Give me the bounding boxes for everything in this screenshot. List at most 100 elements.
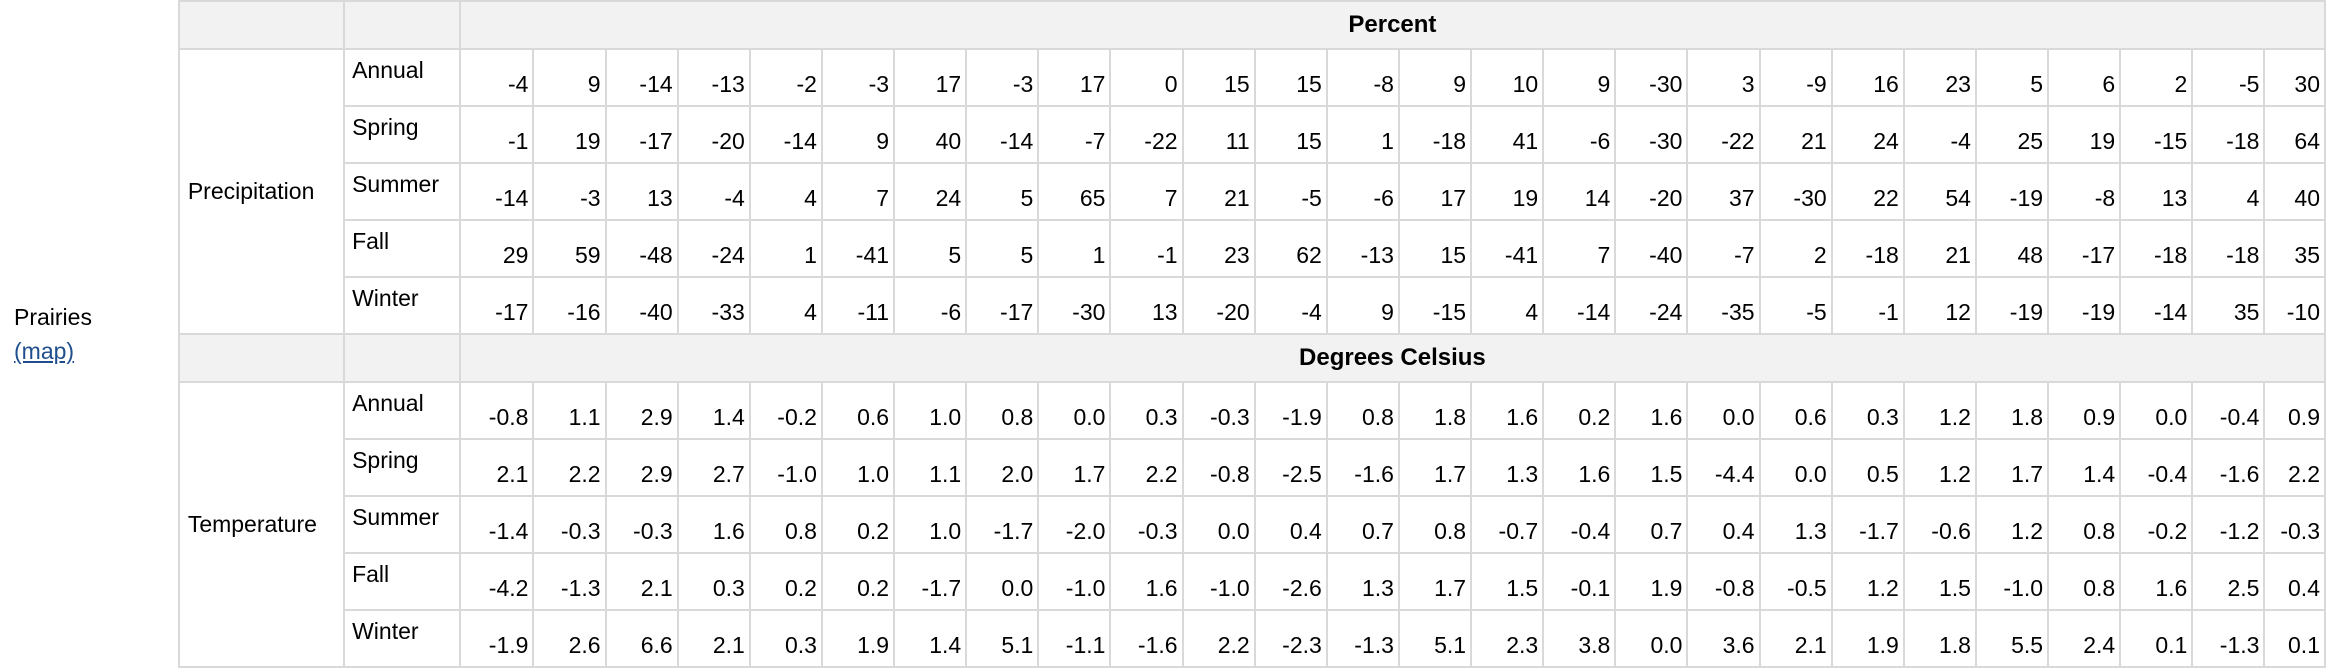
value-cell: 13 [1109,276,1184,335]
value-cell: 1.3 [1470,438,1545,497]
region-cell: Prairies (map) [0,1,180,667]
table-row: Summer -1.4 -0.3 -0.3 1.6 0.8 0.2 1.0 -1.7 -2.0 -0… [0,495,2326,554]
season-label: Annual [343,381,461,440]
value-cell: 4 [2191,162,2266,221]
season-label: Winter [343,609,461,668]
value-cell: -2 [748,48,823,107]
value-cell: 1.6 [2119,552,2194,611]
value-cell: -0.7 [1470,495,1545,554]
value-cell: 1.4 [2047,438,2122,497]
value-cell: 2.5 [2191,552,2266,611]
value-cell: 2.2 [532,438,607,497]
value-cell: -3 [532,162,607,221]
value-cell: -30 [1614,48,1689,107]
value-cell: 0 [1109,48,1184,107]
value-cell: 1.6 [1542,438,1617,497]
value-cell: 15 [1253,48,1328,107]
value-cell: 0.1 [2263,609,2326,668]
value-cell: 7 [1542,219,1617,278]
value-cell: -33 [676,276,751,335]
value-cell: -4 [458,48,535,107]
value-cell: 9 [1542,48,1617,107]
value-cell: -1.0 [1974,552,2050,611]
value-cell: -41 [1470,219,1545,278]
value-cell: 0.0 [965,552,1040,611]
value-cell: -1.3 [532,552,607,611]
value-cell: 7 [1109,162,1184,221]
value-cell: 0.0 [2119,381,2194,440]
value-cell: -1.7 [1830,495,1905,554]
value-cell: -0.4 [1542,495,1617,554]
value-cell: 1.9 [1614,552,1689,611]
value-cell: -17 [965,276,1040,335]
value-cell: -7 [1686,219,1761,278]
value-cell: 5 [893,219,968,278]
value-cell: 1.6 [1614,381,1689,440]
value-cell: 4 [748,162,823,221]
table-row: Fall -4.2 -1.3 2.1 0.3 0.2 0.2 -1.7 0.0 -1.0 1.6 -1… [0,552,2326,611]
value-cell: 1.8 [1902,609,1977,668]
value-cell: -19 [2047,276,2122,335]
value-cell: 0.3 [1830,381,1905,440]
value-cell: -2.5 [1253,438,1328,497]
value-cell: -15 [2119,105,2194,164]
value-cell: -2.0 [1037,495,1112,554]
value-cell: 0.5 [1830,438,1905,497]
value-cell: 1.5 [1470,552,1545,611]
value-cell: 1.6 [676,495,751,554]
unit-header-row: Degrees Celsius [0,333,2326,383]
value-cell: 1.7 [1037,438,1112,497]
value-cell: -41 [820,219,896,278]
value-cell: 1.3 [1758,495,1833,554]
value-cell: -24 [1614,276,1689,335]
value-cell: -2.3 [1253,609,1328,668]
value-cell: 0.8 [748,495,823,554]
value-cell: -1.7 [893,552,968,611]
value-cell: 21 [1181,162,1256,221]
value-cell: -1 [1830,276,1905,335]
value-cell: 2.9 [604,381,679,440]
value-cell: 5.1 [965,609,1040,668]
value-cell: 2.6 [532,609,607,668]
value-cell: -30 [1614,105,1689,164]
value-cell: -10 [2263,276,2326,335]
value-cell: 1.8 [1974,381,2050,440]
value-cell: 5 [965,219,1040,278]
value-cell: 41 [1470,105,1545,164]
value-cell: -1.6 [1325,438,1400,497]
value-cell: -22 [1109,105,1184,164]
value-cell: 0.0 [1037,381,1112,440]
value-cell: 2.1 [604,552,679,611]
value-cell: -8 [1325,48,1400,107]
value-cell: -0.8 [1686,552,1761,611]
season-label: Winter [343,276,461,335]
value-cell: 37 [1686,162,1761,221]
map-link[interactable]: (map) [14,338,75,364]
value-cell: -0.6 [1902,495,1977,554]
value-cell: -1.0 [1037,552,1112,611]
value-cell: -6 [1325,162,1400,221]
value-cell: -20 [676,105,751,164]
season-label: Spring [343,438,461,497]
value-cell: 1.4 [893,609,968,668]
table-row: Spring -1 19 -17 -20 -14 9 40 -14 -7 -22 11 15 1 -18 41… [0,105,2326,164]
value-cell: -0.3 [532,495,607,554]
value-cell: 0.7 [1614,495,1689,554]
value-cell: 1.6 [1109,552,1184,611]
value-cell: -18 [2119,219,2194,278]
value-cell: -9 [1758,48,1833,107]
value-cell: -40 [604,276,679,335]
value-cell: 0.4 [2263,552,2326,611]
value-cell: -5 [1253,162,1328,221]
table-row: Fall 29 59 -48 -24 1 -41 5 5 1 -1 23 62 -13 15 -41 7 -40-… [0,219,2326,278]
value-cell: 0.8 [965,381,1040,440]
value-cell: -4 [676,162,751,221]
value-cell: 22 [1830,162,1905,221]
value-cell: 65 [1037,162,1112,221]
value-cell: 0.9 [2047,381,2122,440]
value-cell: -3 [820,48,896,107]
value-cell: 10 [1470,48,1545,107]
value-cell: 19 [1470,162,1545,221]
value-cell: 17 [1397,162,1473,221]
region-name: Prairies [14,304,92,330]
